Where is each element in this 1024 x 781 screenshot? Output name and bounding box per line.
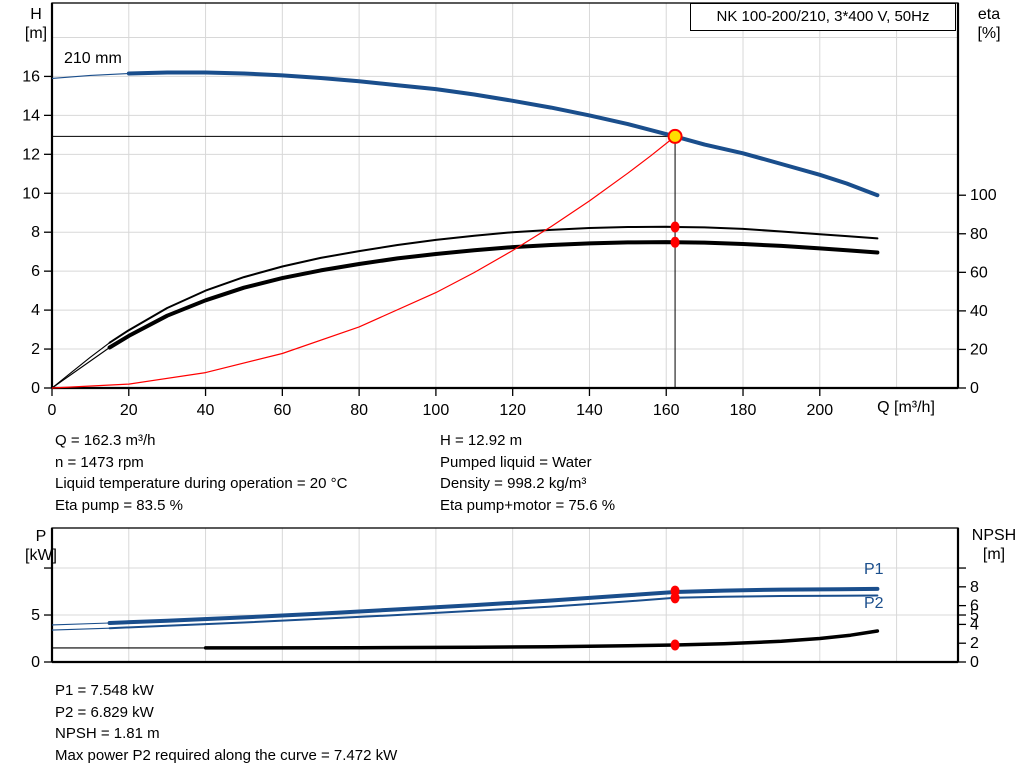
tick-label: 40 [970, 303, 988, 320]
p-axis-label-line2: [kW] [25, 547, 57, 564]
eta-axis-label-line2: [%] [977, 25, 1001, 42]
tick-label: 2 [970, 635, 979, 652]
p2-dot [670, 592, 680, 604]
tick-label: 140 [576, 402, 603, 419]
tick-label: 0 [31, 654, 40, 671]
duty-info-left: Q = 162.3 m³/h n = 1473 rpm Liquid tempe… [55, 430, 347, 516]
tick-label: 20 [120, 402, 138, 419]
tick-label: 12 [22, 146, 40, 163]
tick-label: 160 [653, 402, 680, 419]
tick-label: 5 [31, 607, 40, 624]
info-h: H = 12.92 m [440, 432, 523, 449]
info-liquid-temp: Liquid temperature during operation = 20… [55, 475, 348, 492]
tick-label: 8 [970, 579, 979, 596]
p-axis-label: P [kW] [18, 527, 64, 565]
curve-210-mm-thin [51, 71, 878, 196]
tick-label: 80 [350, 402, 368, 419]
npsh-axis-label-line2: [m] [982, 546, 1006, 563]
p1-series-label: P1 [864, 561, 884, 578]
tick-label: 8 [31, 224, 40, 241]
tick-label: 0 [48, 402, 57, 419]
tick-label: 4 [970, 616, 979, 633]
tick-label: 20 [970, 341, 988, 358]
info-p2: P2 = 6.829 kW [55, 703, 154, 721]
info-pumped-liquid: Pumped liquid = Water [440, 453, 592, 471]
tick-label: 0 [970, 654, 979, 671]
q-axis-unit-label: Q [m³/h] [877, 399, 935, 416]
npsh-axis-label: NPSH [m] [964, 526, 1024, 564]
p-axis-label-line1: P [35, 528, 47, 545]
curve-system-curve-thin [51, 135, 676, 389]
impeller-diameter-label: 210 mm [64, 50, 122, 67]
tick-label: 0 [970, 380, 979, 397]
pump-title-box: NK 100-200/210, 3*400 V, 50Hz [690, 3, 956, 31]
tick-label: 16 [22, 68, 40, 85]
tick-label: 100 [423, 402, 450, 419]
info-max-p2: Max power P2 required along the curve = … [55, 746, 398, 764]
tick-label: 100 [970, 187, 997, 204]
curve-npsh-thin [52, 630, 878, 649]
info-p1: P1 = 7.548 kW [55, 682, 154, 699]
curve-eta-pump [108, 225, 879, 344]
tick-label: 180 [730, 402, 757, 419]
eta-pump-dot [670, 221, 680, 233]
tick-label: 4 [31, 302, 40, 319]
tick-label: 40 [197, 402, 215, 419]
h-axis-label-line1: H [30, 6, 42, 23]
info-eta-pump-motor: Eta pump+motor = 75.6 % [440, 496, 616, 514]
info-eta-pump: Eta pump = 83.5 % [55, 496, 183, 514]
plot-frame [51, 2, 959, 389]
tick-label: 10 [22, 185, 40, 202]
tick-label: 6 [970, 598, 979, 615]
power-info: P1 = 7.548 kW P2 = 6.829 kW NPSH = 1.81 … [55, 680, 397, 766]
p2-series-label: P2 [864, 595, 884, 612]
eta-axis-label: eta [%] [966, 5, 1012, 43]
eta-axis-label-line1: eta [977, 6, 1001, 23]
tick-label: 200 [806, 402, 833, 419]
curve-210-mm [126, 70, 880, 198]
tick-label: 14 [22, 107, 40, 124]
tick-label: 60 [970, 264, 988, 281]
tick-label: 6 [31, 263, 40, 280]
curve-p1 [107, 586, 880, 625]
eta-pump-motor-dot [670, 236, 680, 248]
h-axis-label: H [m] [14, 5, 58, 43]
info-n: n = 1473 rpm [55, 453, 144, 471]
tick-label: 2 [31, 341, 40, 358]
tick-label: 60 [273, 402, 291, 419]
info-q: Q = 162.3 m³/h [55, 432, 156, 449]
curve-eta-pump-motor [107, 240, 880, 350]
npsh-dot [670, 639, 680, 651]
duty-info-right: H = 12.92 m Pumped liquid = Water Densit… [440, 430, 615, 516]
curve-p2 [108, 594, 879, 630]
curve-npsh [203, 629, 880, 650]
curve-eta-pump-motor-thin [51, 241, 878, 389]
info-npsh: NPSH = 1.81 m [55, 725, 160, 742]
info-density: Density = 998.2 kg/m³ [440, 475, 587, 492]
h-axis-label-line2: [m] [24, 25, 48, 42]
tick-label: 120 [499, 402, 526, 419]
tick-label: 5 [970, 607, 979, 624]
tick-label: 0 [31, 380, 40, 397]
duty-point-marker [667, 128, 683, 144]
tick-label: 80 [970, 226, 988, 243]
npsh-axis-label-line1: NPSH [971, 527, 1017, 544]
